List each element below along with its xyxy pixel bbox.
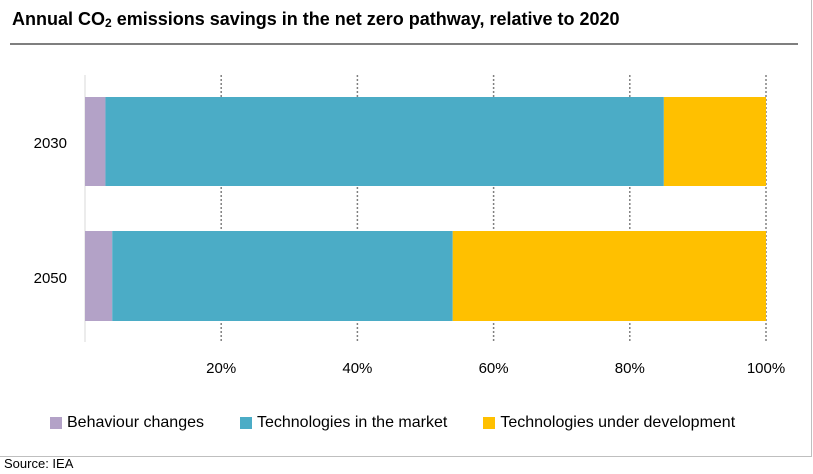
legend-label: Technologies in the market: [256, 414, 448, 431]
legend-item-technologies-in-the-market: Technologies in the market: [239, 414, 448, 432]
x-tick-label-60: 60%: [479, 360, 509, 377]
legend-item-technologies-under-development: Technologies under development: [483, 414, 735, 432]
legend-swatch: [239, 417, 252, 429]
x-tick-label-100: 100%: [747, 360, 785, 377]
title-rule: [10, 43, 798, 45]
x-tick-label-20: 20%: [206, 360, 236, 377]
chart-legend: Behaviour changes Technologies in the mar…: [50, 414, 735, 432]
legend-label: Technologies under development: [500, 414, 736, 431]
bar-2030-technologies-in-the-market: [105, 97, 664, 186]
category-label-2050: 2050: [34, 270, 67, 287]
bar-2030-technologies-under-development: [663, 97, 766, 186]
category-label-2030: 2030: [34, 135, 67, 152]
bar-2050-behaviour-changes: [85, 231, 113, 321]
bar-chart: 2030 2050 20% 40% 60% 80% 100%: [34, 75, 785, 377]
x-tick-label-40: 40%: [342, 360, 372, 377]
x-tick-label-80: 80%: [615, 360, 645, 377]
title-text-before: Annual CO: [12, 9, 105, 29]
chart-title: Annual CO2 emissions savings in the net …: [12, 9, 620, 30]
legend-swatch: [483, 417, 496, 429]
bar-2030-behaviour-changes: [85, 97, 106, 186]
legend-item-behaviour-changes: Behaviour changes: [50, 414, 204, 432]
chart-frame: [0, 0, 812, 457]
bar-2050-technologies-in-the-market: [112, 231, 453, 321]
legend-swatch: [50, 417, 62, 429]
source-note: Source: IEA: [4, 456, 74, 471]
title-text-after: emissions savings in the net zero pathwa…: [111, 9, 620, 29]
title-subscript: 2: [105, 16, 112, 30]
bar-2050-technologies-under-development: [452, 231, 766, 321]
legend-label: Behaviour changes: [67, 414, 204, 431]
